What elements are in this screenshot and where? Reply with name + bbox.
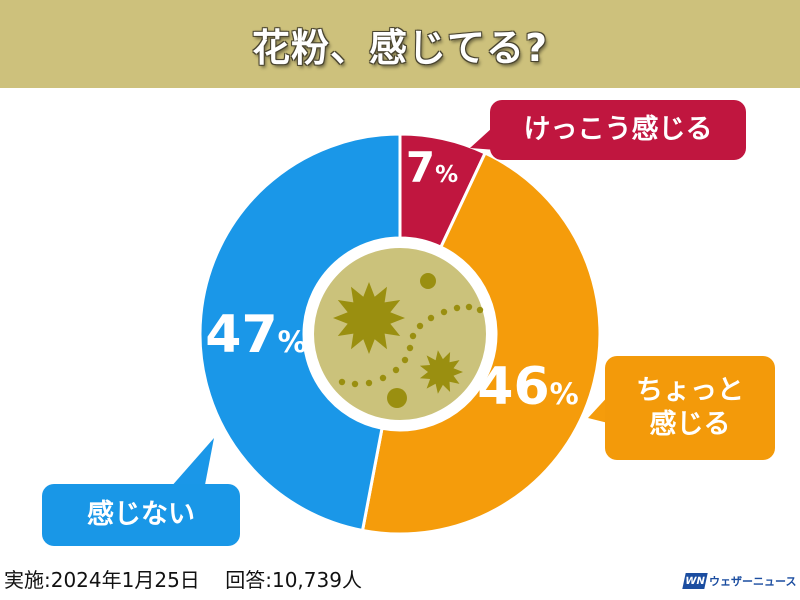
callout-chotto-line2: 感じる xyxy=(649,409,731,440)
survey-info: 実施:2024年1月25日 回答:10,739人 xyxy=(4,564,362,593)
pollen-burst-large-icon xyxy=(333,282,405,354)
slice-nai xyxy=(198,132,402,533)
weathernews-logo: WN ウェザーニュース xyxy=(682,570,797,592)
slice-labels: 7% 46% 47% xyxy=(205,143,578,417)
respondent-count: 回答:10,739人 xyxy=(225,568,362,592)
value-label-kekkou: 7% xyxy=(406,143,458,192)
brand-name: ウェザーニュース xyxy=(709,575,797,588)
pollen-trail-dot xyxy=(351,380,359,388)
header-banner: 花粉、感じてる? xyxy=(0,0,800,88)
pollen-dot-icon xyxy=(420,273,436,289)
pollen-burst-small-icon xyxy=(419,350,463,394)
brand-mark-icon: WN xyxy=(682,573,708,589)
pollen-trail-dot xyxy=(406,344,414,352)
page-title: 花粉、感じてる? xyxy=(251,25,549,70)
pollen-trail-dot xyxy=(476,306,484,314)
pollen-trail-dot xyxy=(409,332,417,340)
pollen-dot-icon xyxy=(387,388,407,408)
callout-nai-label: 感じない xyxy=(87,499,195,531)
callout-kanjinai: 感じない xyxy=(42,484,240,546)
slice-chotto xyxy=(360,151,602,536)
pollen-trail-dot xyxy=(416,322,424,330)
pollen-trail-dot xyxy=(379,374,387,382)
survey-date: 実施:2024年1月25日 xyxy=(4,568,200,592)
value-label-nai: 47% xyxy=(205,305,306,365)
value-label-chotto: 46% xyxy=(477,357,578,417)
callout-kekkou-label: けっこう感じる xyxy=(523,114,713,146)
callout-chotto-line1: ちょっと xyxy=(636,375,744,407)
pollen-illustration xyxy=(310,244,490,424)
pointer-nai xyxy=(170,438,214,490)
pollen-trail-dot xyxy=(365,379,373,387)
pollen-trail-dot xyxy=(427,314,435,322)
pollen-trail-dot xyxy=(392,366,400,374)
pollen-trail-dot xyxy=(440,308,448,316)
pollen-trail-dot xyxy=(453,304,461,312)
pollen-trail-dot xyxy=(401,356,409,364)
pollen-trail-dot xyxy=(465,303,473,311)
pollen-trail-dot xyxy=(338,378,346,386)
chart-slices xyxy=(198,132,602,536)
callout-chotto-kanjiru: ちょっと 感じる xyxy=(605,356,775,460)
pointer-kekkou xyxy=(470,128,496,150)
callout-kekkou-kanjiru: けっこう感じる xyxy=(490,100,746,160)
